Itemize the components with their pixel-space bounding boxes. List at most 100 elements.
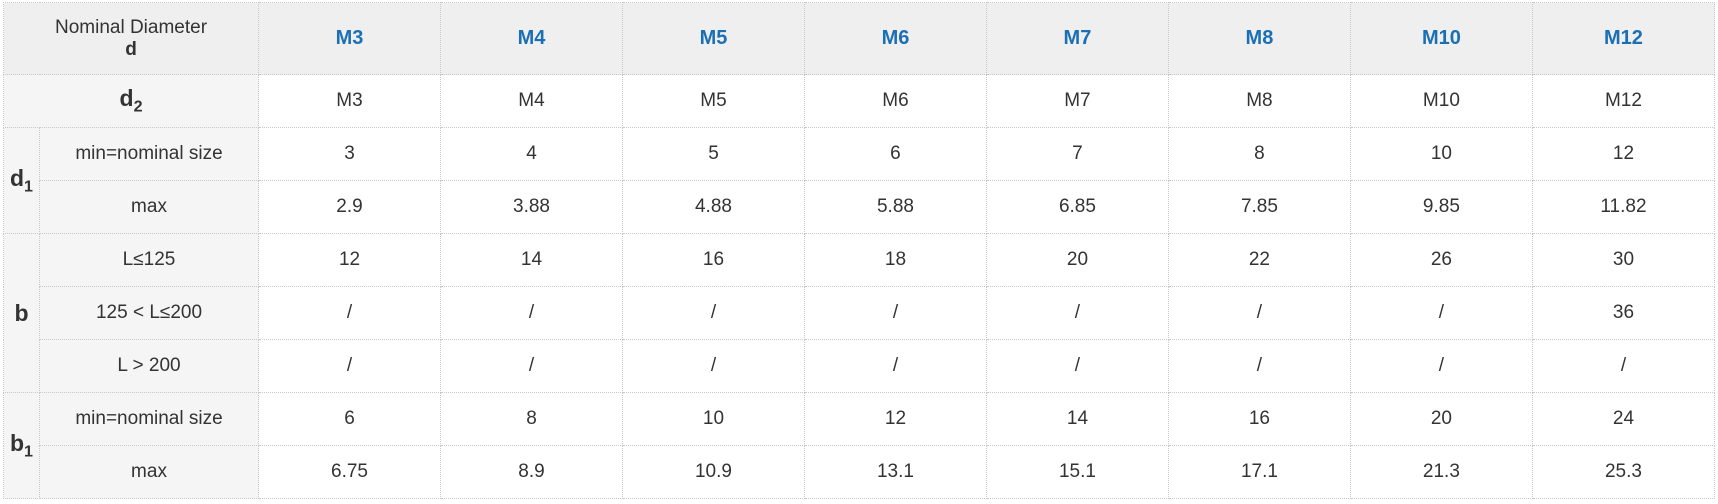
row-label: L > 200: [38, 339, 260, 393]
cell: M12: [1531, 74, 1716, 128]
cell: 6: [803, 127, 987, 181]
cell: 21.3: [1349, 445, 1533, 499]
cell: 18: [803, 233, 987, 287]
cell: /: [1349, 286, 1533, 340]
cell: M10: [1349, 74, 1533, 128]
column-header: M3: [258, 2, 441, 75]
cell: 5.88: [803, 180, 987, 234]
cell: 8.9: [440, 445, 623, 499]
cell: /: [258, 286, 441, 340]
row-label: max: [38, 445, 260, 499]
corner-cell: Nominal Diameter d: [2, 2, 260, 75]
cell: 12: [1531, 127, 1716, 181]
cell: 36: [1531, 286, 1716, 340]
cell: 26: [1349, 233, 1533, 287]
cell: 17.1: [1167, 445, 1351, 499]
row: d2 M3 M4 M5 M6 M7 M8 M10 M12: [2, 74, 1716, 128]
row-label: max: [38, 180, 260, 234]
cell: 13.1: [803, 445, 987, 499]
cell: 6.85: [985, 180, 1169, 234]
cell: /: [1167, 286, 1351, 340]
header-row: Nominal Diameter d M3 M4 M5 M6 M7 M8 M10 M12: [2, 2, 1716, 75]
cell: 12: [803, 392, 987, 446]
column-header: M4: [440, 2, 623, 75]
row: 125 < L≤200// / / / //36: [4, 286, 1716, 340]
cell: 16: [621, 233, 805, 287]
cell: M7: [985, 74, 1169, 128]
cell: 30: [1531, 233, 1716, 287]
cell: 8: [440, 392, 623, 446]
cell: 9.85: [1349, 180, 1533, 234]
cell: 8: [1167, 127, 1351, 181]
row-label: min=nominal size: [38, 127, 260, 181]
cell: 25.3: [1531, 445, 1716, 499]
cell: 16: [1167, 392, 1351, 446]
row: b1 min=nominal size 6 8 10 12 14 16 20 24: [3, 392, 1716, 499]
cell: 10.9: [621, 445, 805, 499]
subscript: 2: [133, 97, 143, 116]
row-label: L≤125: [38, 233, 260, 287]
cell: /: [1167, 339, 1351, 393]
symbol: b: [9, 429, 25, 456]
cell: /: [803, 339, 987, 393]
subscript: 1: [24, 177, 33, 196]
cell: 5: [621, 127, 805, 181]
cell: /: [621, 339, 805, 393]
cell: /: [985, 286, 1169, 340]
cell: /: [803, 286, 987, 340]
cell: M6: [803, 74, 987, 128]
cell: M3: [258, 74, 441, 128]
cell: 3: [258, 127, 441, 181]
cell: 14: [440, 233, 623, 287]
corner-title: Nominal Diameter: [54, 16, 208, 38]
row: L > 200// / / / / / /: [4, 339, 1716, 393]
column-header: M10: [1349, 2, 1533, 75]
cell: M5: [621, 74, 805, 128]
symbol: b: [14, 299, 29, 326]
cell: 10: [621, 392, 805, 446]
cell: 14: [985, 392, 1169, 446]
cell: 10: [1349, 127, 1533, 181]
row: max 6.75 8.9 10.9 13.1 15.1 17.1 21.3 25.3: [4, 445, 1716, 499]
cell: /: [440, 286, 623, 340]
group-label: b: [3, 233, 40, 393]
cell: 4.88: [621, 180, 805, 234]
row-label: d2: [2, 74, 260, 128]
row: d1 min=nominal size 3 4 5 6 7 8 10 12: [3, 127, 1716, 234]
row: max 2.9 3.88 4.88 5.88 6.85 7.85 9.85 11.82: [4, 180, 1716, 234]
cell: /: [985, 339, 1169, 393]
cell: 3.88: [440, 180, 623, 234]
cell: 4: [440, 127, 623, 181]
column-header: M5: [621, 2, 805, 75]
cell: /: [1349, 339, 1533, 393]
corner-symbol: d: [125, 38, 137, 60]
cell: 6.75: [258, 445, 441, 499]
cell: 12: [258, 233, 441, 287]
row-label: min=nominal size: [38, 392, 260, 446]
column-header: M7: [985, 2, 1169, 75]
symbol: d: [9, 164, 25, 191]
row-label: 125 < L≤200: [38, 286, 260, 340]
cell: /: [258, 339, 441, 393]
symbol: d: [119, 85, 134, 112]
group-label: b1: [3, 392, 40, 499]
column-header: M12: [1531, 2, 1716, 75]
cell: 6: [258, 392, 441, 446]
cell: M4: [440, 74, 623, 128]
cell: 7.85: [1167, 180, 1351, 234]
cell: 15.1: [985, 445, 1169, 499]
cell: /: [621, 286, 805, 340]
subscript: 1: [24, 442, 33, 461]
cell: 7: [985, 127, 1169, 181]
group-label: d1: [3, 127, 40, 234]
column-header: M8: [1167, 2, 1351, 75]
cell: 2.9: [258, 180, 441, 234]
row: b L≤125 12 14 16 18 20 22 26 30: [3, 233, 1716, 393]
cell: M8: [1167, 74, 1351, 128]
cell: 20: [985, 233, 1169, 287]
cell: 22: [1167, 233, 1351, 287]
cell: /: [440, 339, 623, 393]
